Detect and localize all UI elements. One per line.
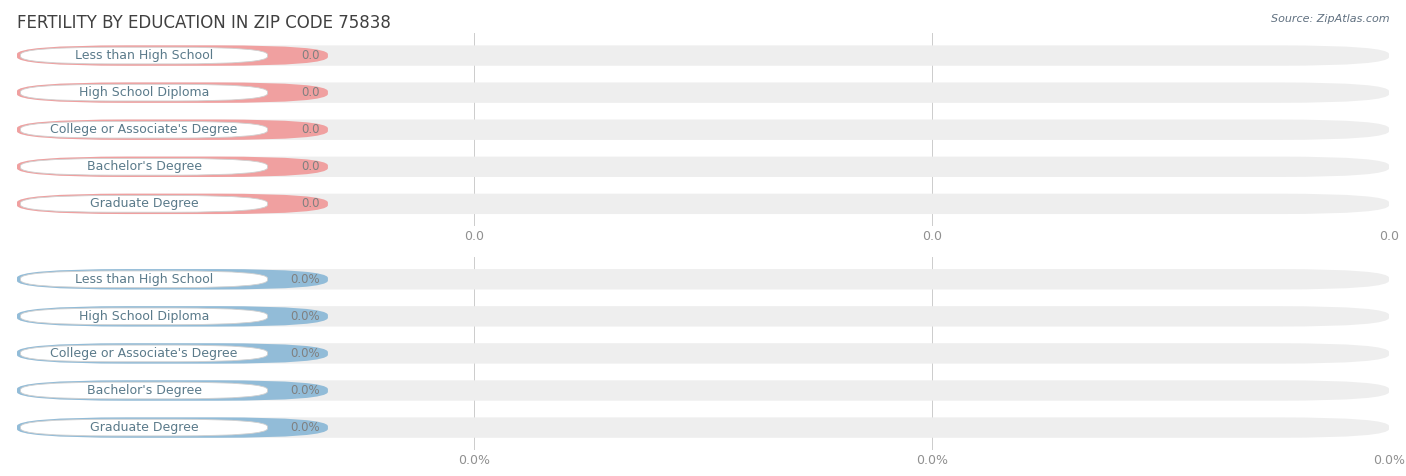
FancyBboxPatch shape (17, 269, 1389, 289)
FancyBboxPatch shape (17, 417, 1389, 438)
FancyBboxPatch shape (21, 419, 267, 436)
FancyBboxPatch shape (21, 84, 267, 101)
FancyBboxPatch shape (17, 157, 328, 177)
FancyBboxPatch shape (17, 306, 328, 327)
Text: 0.0%: 0.0% (290, 347, 319, 360)
Text: High School Diploma: High School Diploma (79, 86, 209, 99)
FancyBboxPatch shape (17, 417, 328, 438)
Text: 0.0: 0.0 (301, 49, 319, 62)
FancyBboxPatch shape (17, 119, 328, 140)
Text: Source: ZipAtlas.com: Source: ZipAtlas.com (1271, 14, 1389, 24)
Text: 0.0%: 0.0% (290, 384, 319, 397)
FancyBboxPatch shape (17, 343, 328, 364)
FancyBboxPatch shape (21, 159, 267, 175)
Text: High School Diploma: High School Diploma (79, 310, 209, 323)
Text: Bachelor's Degree: Bachelor's Degree (87, 160, 201, 173)
FancyBboxPatch shape (17, 119, 1389, 140)
Text: 0.0%: 0.0% (290, 310, 319, 323)
Text: 0.0: 0.0 (301, 123, 319, 136)
FancyBboxPatch shape (17, 343, 1389, 364)
FancyBboxPatch shape (17, 194, 328, 214)
FancyBboxPatch shape (21, 121, 267, 138)
FancyBboxPatch shape (17, 380, 328, 401)
Text: 0.0: 0.0 (301, 160, 319, 173)
FancyBboxPatch shape (17, 157, 1389, 177)
FancyBboxPatch shape (17, 82, 328, 103)
FancyBboxPatch shape (17, 269, 328, 289)
FancyBboxPatch shape (21, 345, 267, 362)
Text: 0.0%: 0.0% (290, 421, 319, 434)
FancyBboxPatch shape (17, 194, 1389, 214)
Text: FERTILITY BY EDUCATION IN ZIP CODE 75838: FERTILITY BY EDUCATION IN ZIP CODE 75838 (17, 14, 391, 32)
FancyBboxPatch shape (17, 45, 328, 66)
Text: College or Associate's Degree: College or Associate's Degree (51, 347, 238, 360)
FancyBboxPatch shape (17, 45, 1389, 66)
FancyBboxPatch shape (17, 82, 1389, 103)
Text: Bachelor's Degree: Bachelor's Degree (87, 384, 201, 397)
FancyBboxPatch shape (21, 308, 267, 325)
Text: Graduate Degree: Graduate Degree (90, 198, 198, 210)
Text: Less than High School: Less than High School (75, 273, 214, 286)
FancyBboxPatch shape (21, 47, 267, 64)
FancyBboxPatch shape (21, 382, 267, 399)
Text: 0.0: 0.0 (301, 198, 319, 210)
Text: College or Associate's Degree: College or Associate's Degree (51, 123, 238, 136)
Text: 0.0: 0.0 (301, 86, 319, 99)
Text: Graduate Degree: Graduate Degree (90, 421, 198, 434)
FancyBboxPatch shape (17, 380, 1389, 401)
FancyBboxPatch shape (21, 271, 267, 288)
Text: 0.0%: 0.0% (290, 273, 319, 286)
Text: Less than High School: Less than High School (75, 49, 214, 62)
FancyBboxPatch shape (17, 306, 1389, 327)
FancyBboxPatch shape (21, 196, 267, 212)
